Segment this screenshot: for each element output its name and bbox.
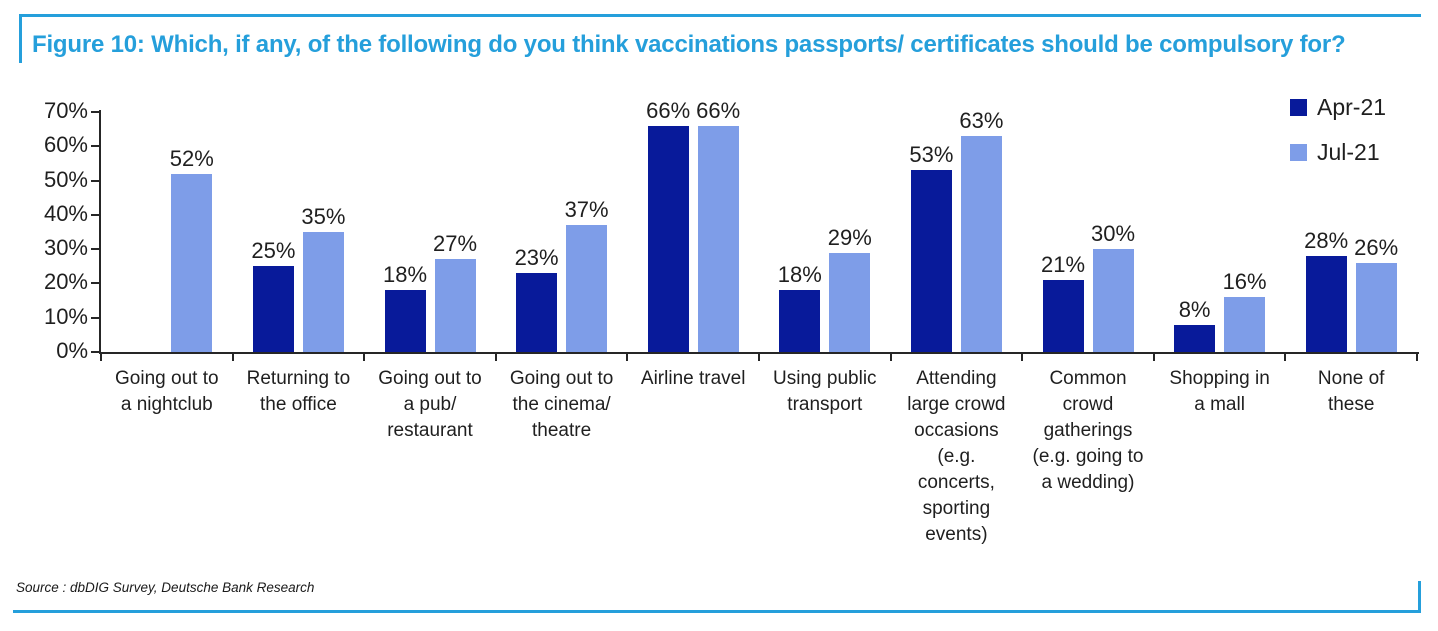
category-label-0: Going out to a nightclub [115,368,219,415]
bar-jul-21-2 [434,259,476,352]
y-axis-label-30-: 30% [43,235,88,261]
category-label-3: Going out to the cinema/ theatre [509,368,614,441]
bar-apr-21-3 [516,273,558,352]
value-label-apr-21-2: 18% [382,262,428,288]
y-axis-tick-70- [91,111,99,113]
value-label-apr-21-6: 53% [909,142,954,168]
category-label-2: Going out to a pub/ restaurant [378,368,482,441]
x-axis-tick-10 [1416,352,1418,361]
bar-jul-21-8 [1224,297,1266,352]
value-label-jul-21-1: 35% [301,204,346,229]
y-axis-label-60-: 60% [43,132,88,158]
y-axis-label-10-: 10% [43,303,88,329]
value-label-jul-21-6: 63% [959,108,1004,133]
y-axis-tick-50- [91,179,99,182]
bar-jul-21-3 [566,225,608,352]
value-label-apr-21-7: 21% [1040,252,1086,277]
legend-item-jul-21: Jul-21 [1290,139,1380,166]
category-label-4: Airline travel [640,368,746,389]
legend-item-apr-21: Apr-21 [1290,94,1386,121]
y-axis-tick-10- [91,316,99,319]
x-axis-tick-5 [758,352,760,361]
y-axis-label-20-: 20% [43,269,88,295]
value-label-apr-21-3: 23% [514,245,559,271]
y-axis-tick-60- [91,145,99,148]
bar-jul-21-7 [1092,249,1134,352]
bar-jul-21-1 [302,232,344,352]
category-label-7: Common crowd gatherings (e.g. going to a… [1032,368,1144,493]
bar-apr-21-5 [779,290,821,352]
bar-apr-21-4 [647,125,689,352]
value-label-jul-21-9: 26% [1354,234,1399,260]
x-axis-tick-9 [1284,352,1287,361]
bar-jul-21-0 [171,173,213,352]
y-axis-label-50-: 50% [43,166,88,192]
category-label-8: Shopping in a mall [1169,368,1270,415]
value-label-jul-21-4: 66% [696,97,741,123]
value-label-jul-21-0: 52% [169,145,214,171]
y-axis-tick-40- [91,213,99,216]
legend-label-jul-21: Jul-21 [1317,139,1380,165]
legend-swatch-apr-21 [1290,99,1307,116]
value-label-jul-21-7: 30% [1090,221,1136,247]
value-label-apr-21-4: 66% [646,97,691,123]
value-label-jul-21-8: 16% [1222,269,1267,295]
bar-jul-21-5 [829,252,871,352]
bar-apr-21-6 [910,170,952,352]
bar-apr-21-2 [384,290,426,352]
y-axis-label-40-: 40% [43,200,88,226]
legend-swatch-jul-21 [1290,144,1307,161]
value-label-apr-21-9: 28% [1304,228,1349,253]
bar-apr-21-8 [1174,324,1216,352]
value-label-jul-21-2: 27% [432,231,478,257]
value-label-apr-21-5: 18% [777,262,822,288]
category-label-9: None of these [1317,368,1385,415]
y-axis-tick-30- [91,248,99,251]
category-label-6: Attending large crowd occasions (e.g. co… [907,368,1006,545]
figure-title: Figure 10: Which, if any, of the followi… [32,31,1346,58]
y-axis-line [99,110,101,354]
value-label-apr-21-8: 8% [1178,296,1211,322]
bar-apr-21-9 [1305,256,1347,352]
y-axis-label-70-: 70% [43,98,88,123]
x-axis-tick-0 [100,352,102,361]
x-axis-tick-2 [363,352,366,361]
x-axis-tick-8 [1152,352,1155,361]
x-axis-tick-4 [626,352,629,361]
title-left-bar [19,14,22,63]
bar-apr-21-7 [1042,280,1084,352]
x-axis-tick-6 [889,352,892,361]
legend-label-apr-21: Apr-21 [1317,94,1387,120]
y-axis-label-0-: 0% [56,338,88,363]
source-note: Source : dbDIG Survey, Deutsche Bank Res… [16,580,315,595]
bar-jul-21-6 [960,136,1002,352]
top-border-line [19,14,1421,17]
value-label-jul-21-3: 37% [564,197,609,223]
bottom-border-line [13,610,1421,613]
value-label-jul-21-5: 29% [827,224,872,250]
x-axis-tick-1 [231,352,234,361]
bar-jul-21-4 [697,125,739,352]
bar-jul-21-9 [1355,262,1397,352]
bottom-right-corner-line [1418,581,1421,613]
y-axis-tick-0- [91,351,99,353]
bar-apr-21-1 [252,266,294,352]
value-label-apr-21-1: 25% [251,238,296,264]
y-axis-tick-20- [91,282,99,285]
category-label-1: Returning to the office [246,368,351,415]
x-axis-tick-7 [1021,352,1024,361]
x-axis-tick-3 [494,352,497,361]
category-label-5: Using public transport [773,368,877,415]
